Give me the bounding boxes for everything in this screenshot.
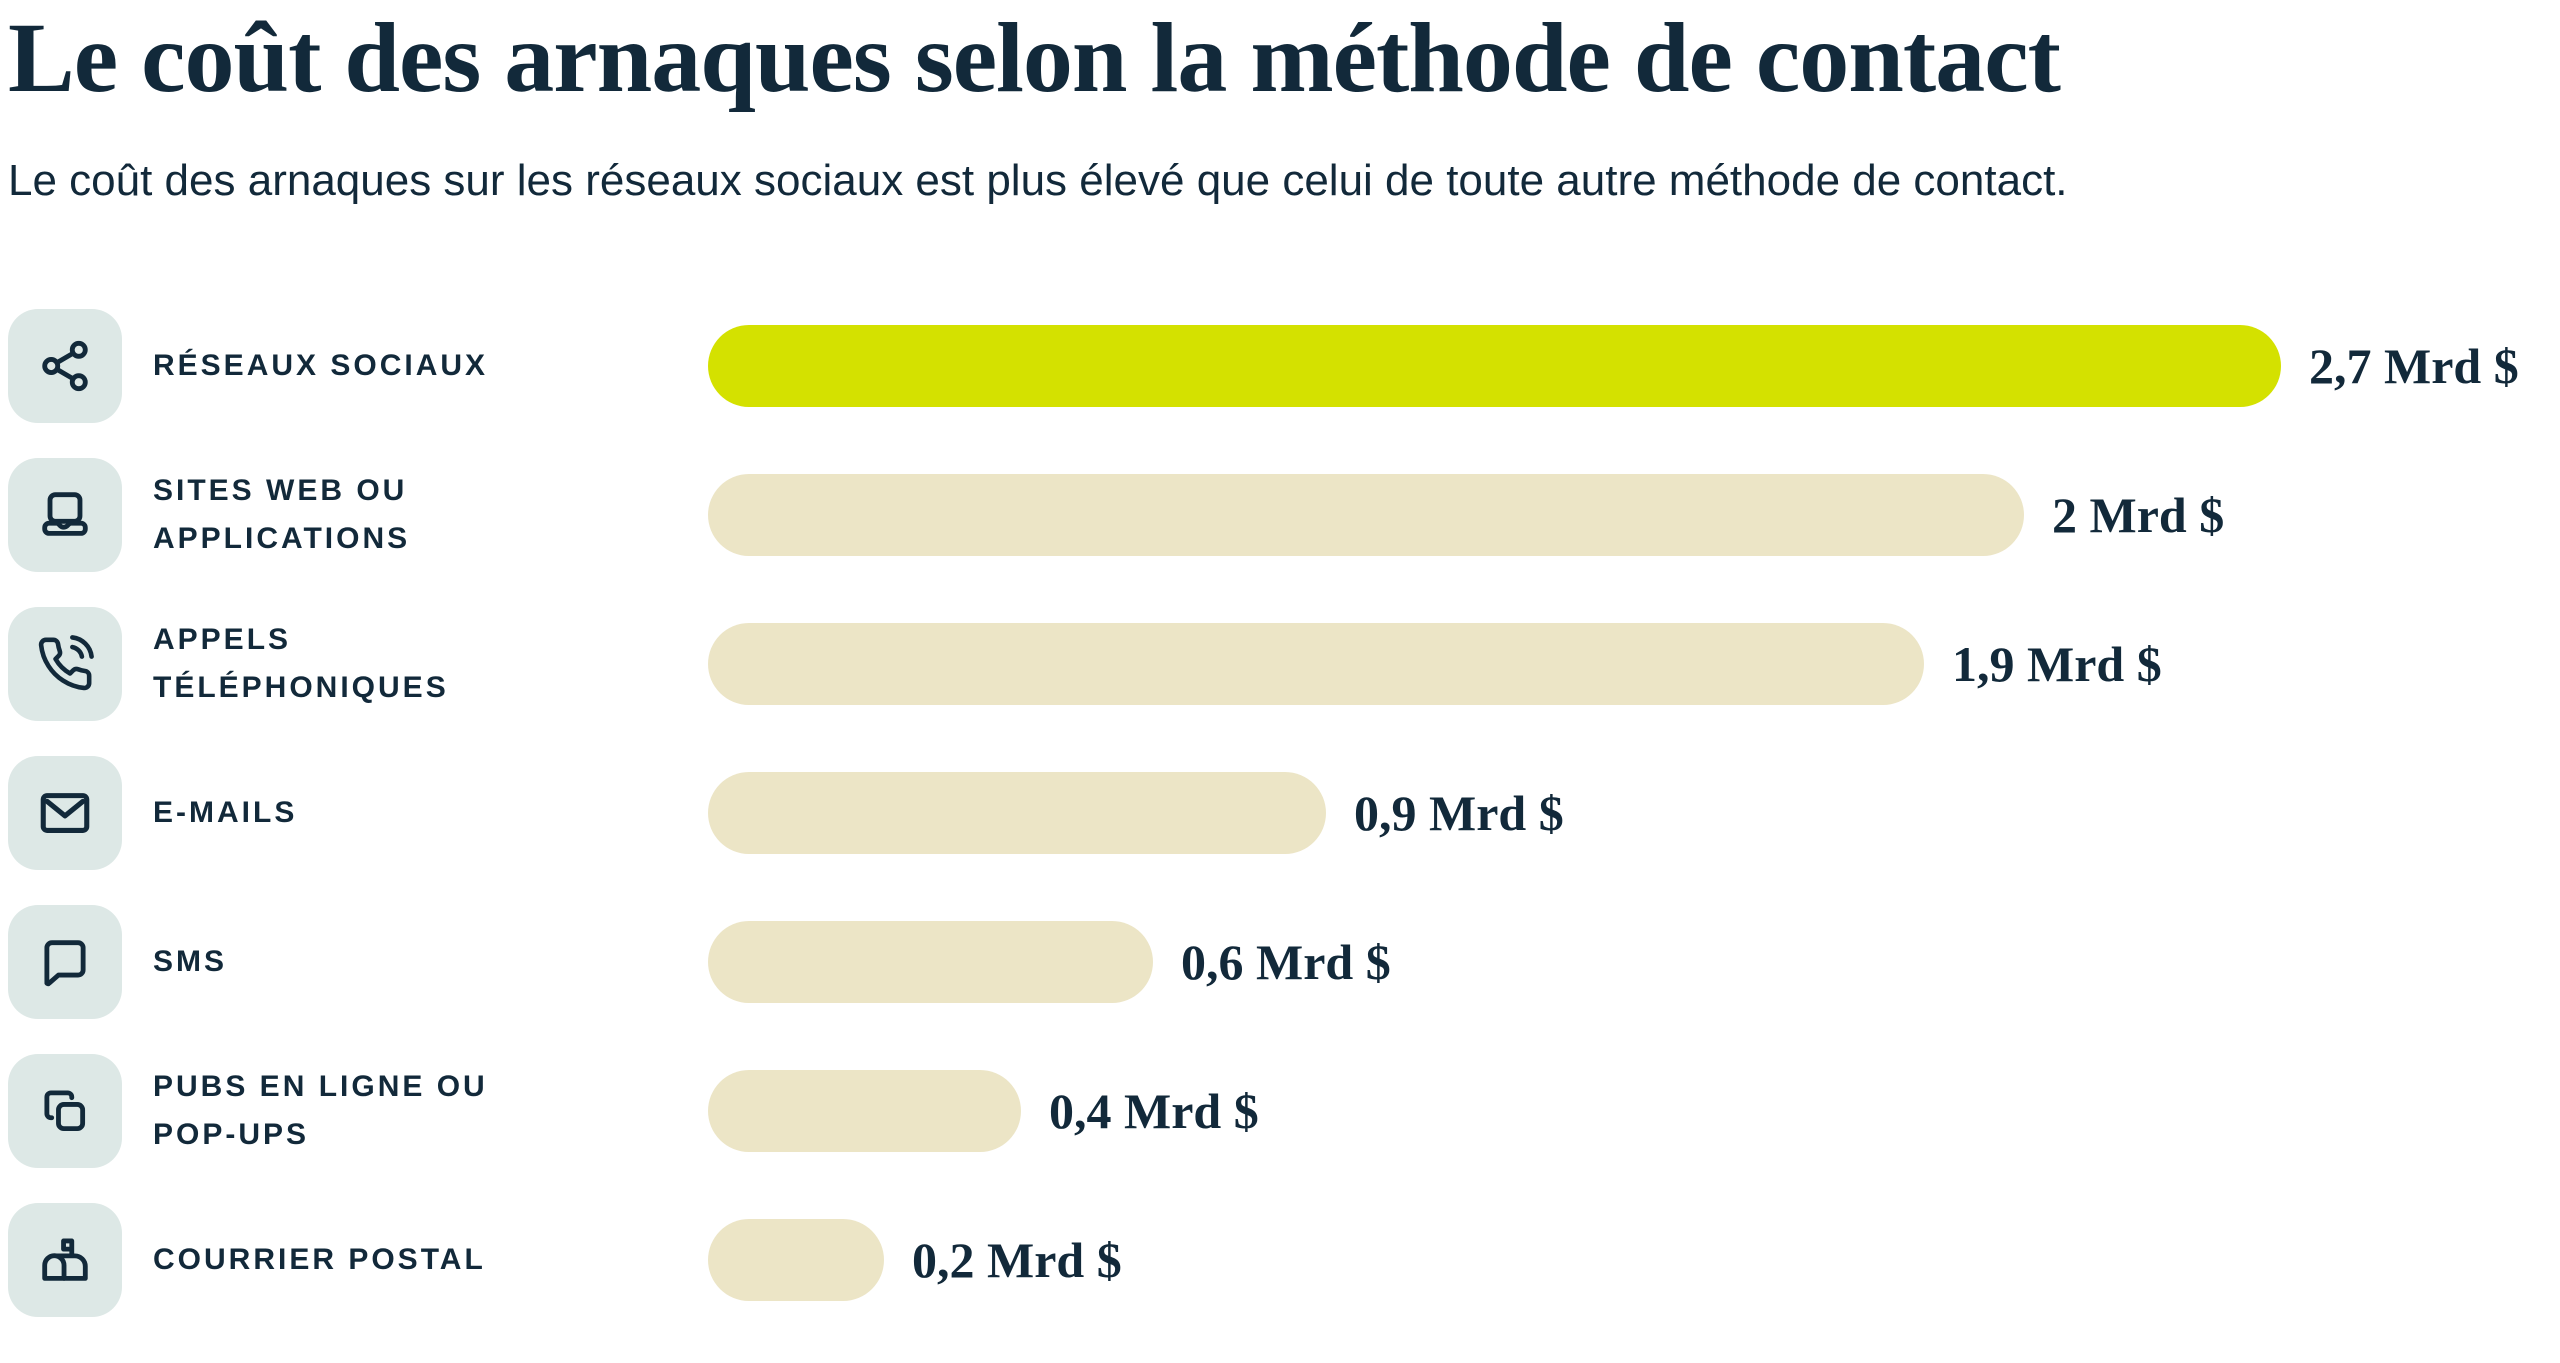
category-label-column: COURRIER POSTAL — [122, 1236, 708, 1284]
value-bar — [708, 772, 1326, 855]
page-title: Le coût des arnaques selon la méthode de… — [8, 2, 2061, 113]
envelope-icon — [36, 784, 94, 842]
chart-row: APPELS TÉLÉPHONIQUES 1,9 Mrd $ — [8, 607, 2560, 722]
bar-area: 0,6 Mrd $ — [708, 921, 2560, 1004]
value-label: 0,4 Mrd $ — [1049, 1083, 1259, 1140]
category-label-column: SITES WEB OU APPLICATIONS — [122, 467, 708, 563]
page-subtitle: Le coût des arnaques sur les réseaux soc… — [8, 156, 2068, 205]
mailbox-icon — [36, 1231, 94, 1289]
copy-squares-icon — [36, 1082, 94, 1140]
bar-area: 0,9 Mrd $ — [708, 772, 2560, 855]
chart-row: RÉSEAUX SOCIAUX 2,7 Mrd $ — [8, 309, 2560, 424]
chart-row: SMS 0,6 Mrd $ — [8, 905, 2560, 1020]
category-icon-box — [8, 1054, 122, 1169]
category-label-column: RÉSEAUX SOCIAUX — [122, 342, 708, 390]
value-label: 1,9 Mrd $ — [1952, 636, 2162, 693]
laptop-icon — [36, 486, 94, 544]
value-bar — [708, 325, 2281, 408]
category-label: COURRIER POSTAL — [153, 1243, 486, 1277]
bar-area: 0,4 Mrd $ — [708, 1070, 2560, 1153]
chat-bubble-icon — [36, 933, 94, 991]
category-label-column: APPELS TÉLÉPHONIQUES — [122, 616, 708, 712]
category-label-column: PUBS EN LIGNE OU POP-UPS — [122, 1063, 708, 1159]
value-bar — [708, 623, 1924, 706]
value-bar — [708, 474, 2024, 557]
chart-row: COURRIER POSTAL 0,2 Mrd $ — [8, 1203, 2560, 1318]
value-label: 0,6 Mrd $ — [1181, 934, 1391, 991]
value-bar — [708, 1219, 884, 1302]
value-bar — [708, 921, 1153, 1004]
share-network-icon — [36, 337, 94, 395]
value-bar — [708, 1070, 1021, 1153]
value-label: 2 Mrd $ — [2052, 487, 2225, 544]
category-label: E-MAILS — [153, 796, 298, 830]
bar-area: 2 Mrd $ — [708, 474, 2560, 557]
chart-row: SITES WEB OU APPLICATIONS 2 Mrd $ — [8, 458, 2560, 573]
category-icon-box — [8, 756, 122, 871]
bar-area: 2,7 Mrd $ — [708, 325, 2560, 408]
category-icon-box — [8, 458, 122, 573]
category-label: SMS — [153, 945, 228, 979]
category-icon-box — [8, 607, 122, 722]
category-label: PUBS EN LIGNE OU POP-UPS — [153, 1070, 488, 1152]
value-label: 0,2 Mrd $ — [912, 1232, 1122, 1289]
bar-area: 0,2 Mrd $ — [708, 1219, 2560, 1302]
category-label: APPELS TÉLÉPHONIQUES — [153, 623, 449, 705]
value-label: 2,7 Mrd $ — [2309, 338, 2519, 395]
category-label: RÉSEAUX SOCIAUX — [153, 349, 489, 383]
phone-call-icon — [36, 635, 94, 693]
category-icon-box — [8, 309, 122, 424]
category-icon-box — [8, 905, 122, 1020]
category-icon-box — [8, 1203, 122, 1318]
bar-chart: RÉSEAUX SOCIAUX 2,7 Mrd $ SITES WEB OU A… — [8, 309, 2560, 1318]
value-label: 0,9 Mrd $ — [1354, 785, 1564, 842]
category-label-column: E-MAILS — [122, 789, 708, 837]
bar-area: 1,9 Mrd $ — [708, 623, 2560, 706]
chart-row: PUBS EN LIGNE OU POP-UPS 0,4 Mrd $ — [8, 1054, 2560, 1169]
category-label: SITES WEB OU APPLICATIONS — [153, 474, 411, 556]
chart-row: E-MAILS 0,9 Mrd $ — [8, 756, 2560, 871]
category-label-column: SMS — [122, 938, 708, 986]
